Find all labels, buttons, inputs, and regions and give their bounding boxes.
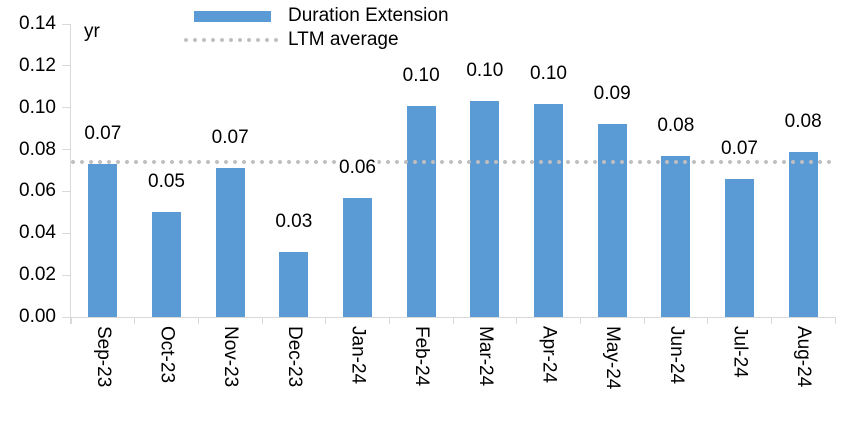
x-axis-tick bbox=[325, 317, 327, 324]
bar-value-label-Oct-23: 0.05 bbox=[146, 171, 187, 192]
bar-value-label-Dec-23: 0.03 bbox=[273, 211, 315, 232]
y-axis-tick-label: 0.08 bbox=[19, 138, 56, 160]
x-axis-category-label-Mar-24: Mar-24 bbox=[474, 326, 496, 387]
y-axis-tick bbox=[62, 149, 70, 151]
bar-Jan-24 bbox=[343, 198, 372, 317]
bar-May-24 bbox=[597, 124, 627, 317]
y-axis-unit-label: yr bbox=[84, 21, 100, 42]
y-axis-tick-label: 0.10 bbox=[19, 96, 56, 118]
bar-Apr-24 bbox=[534, 104, 563, 317]
y-axis-tick bbox=[62, 23, 70, 25]
x-axis-tick bbox=[516, 317, 518, 324]
x-axis-tick bbox=[134, 317, 136, 324]
bar-Nov-23 bbox=[215, 168, 245, 317]
x-axis-tick bbox=[197, 317, 199, 324]
y-axis-tick bbox=[62, 65, 70, 67]
bar-Sep-23 bbox=[88, 164, 118, 317]
bar-Jul-24 bbox=[725, 179, 754, 317]
x-axis-tick bbox=[834, 317, 836, 324]
bar-Dec-23 bbox=[279, 252, 309, 317]
x-axis-tick bbox=[643, 317, 645, 324]
bar-value-label-Feb-24: 0.10 bbox=[400, 65, 442, 86]
x-axis-category-label-Jan-24: Jan-24 bbox=[347, 326, 369, 385]
bar-value-label-Sep-23: 0.07 bbox=[82, 123, 124, 144]
bar-value-label-Aug-24: 0.08 bbox=[782, 111, 824, 132]
x-axis-category-label-May-24: May-24 bbox=[602, 326, 624, 390]
x-axis-category-label-Sep-23: Sep-23 bbox=[92, 326, 114, 388]
x-axis-category-label-Jun-24: Jun-24 bbox=[665, 326, 687, 385]
x-axis-category-label-Nov-23: Nov-23 bbox=[220, 326, 242, 388]
x-axis-tick bbox=[452, 317, 454, 324]
bar-value-label-Jan-24: 0.06 bbox=[337, 157, 378, 178]
bar-value-label-Mar-24: 0.10 bbox=[464, 60, 506, 81]
y-axis-tick-label: 0.04 bbox=[19, 222, 56, 244]
bar-value-label-Jun-24: 0.08 bbox=[655, 115, 697, 136]
y-axis-tick bbox=[62, 107, 70, 109]
bar-Jun-24 bbox=[661, 156, 691, 317]
y-axis-tick bbox=[62, 190, 70, 192]
y-axis-tick-label: 0.00 bbox=[19, 306, 56, 327]
bar-value-label-Jul-24: 0.07 bbox=[719, 138, 760, 159]
legend-item-duration-extension: Duration Extension bbox=[184, 4, 449, 28]
y-axis-tick-label: 0.12 bbox=[19, 54, 56, 76]
bar-value-label-Nov-23: 0.07 bbox=[209, 127, 251, 148]
x-axis-category-label-Aug-24: Aug-24 bbox=[793, 326, 815, 388]
x-axis-category-label-Dec-23: Dec-23 bbox=[283, 326, 305, 388]
x-axis-tick bbox=[261, 317, 263, 324]
bar-Mar-24 bbox=[470, 101, 500, 317]
y-axis-line bbox=[70, 24, 71, 324]
legend-label-duration-extension: Duration Extension bbox=[288, 5, 449, 26]
x-axis-tick bbox=[770, 317, 772, 324]
y-axis-tick-label: 0.06 bbox=[19, 180, 56, 202]
bar-Aug-24 bbox=[788, 152, 818, 317]
dotted-line-swatch-icon bbox=[184, 38, 280, 42]
y-axis-tick bbox=[62, 274, 70, 276]
legend-item-ltm-average: LTM average bbox=[184, 28, 449, 52]
x-axis-tick bbox=[579, 317, 581, 324]
bar-value-label-May-24: 0.09 bbox=[591, 83, 633, 104]
y-axis-tick bbox=[62, 316, 70, 318]
bar-Feb-24 bbox=[406, 106, 436, 317]
y-axis-tick-label: 0.02 bbox=[19, 264, 56, 286]
x-axis-category-label-Apr-24: Apr-24 bbox=[538, 326, 560, 384]
bar-swatch-icon bbox=[193, 10, 271, 22]
ltm-average-line bbox=[71, 160, 835, 165]
x-axis-line bbox=[62, 317, 835, 318]
legend: Duration Extension LTM average bbox=[184, 4, 449, 52]
x-axis-category-label-Jul-24: Jul-24 bbox=[729, 326, 751, 378]
x-axis-tick bbox=[388, 317, 390, 324]
y-axis-tick-label: 0.14 bbox=[19, 13, 56, 34]
x-axis-tick bbox=[70, 317, 72, 324]
x-axis-tick bbox=[707, 317, 709, 324]
x-axis-category-label-Feb-24: Feb-24 bbox=[411, 326, 433, 387]
bar-value-label-Apr-24: 0.10 bbox=[528, 63, 569, 84]
y-axis-tick bbox=[62, 232, 70, 234]
x-axis-category-label-Oct-23: Oct-23 bbox=[156, 326, 178, 384]
legend-label-ltm-average: LTM average bbox=[288, 29, 399, 50]
bar-Oct-23 bbox=[152, 212, 181, 317]
